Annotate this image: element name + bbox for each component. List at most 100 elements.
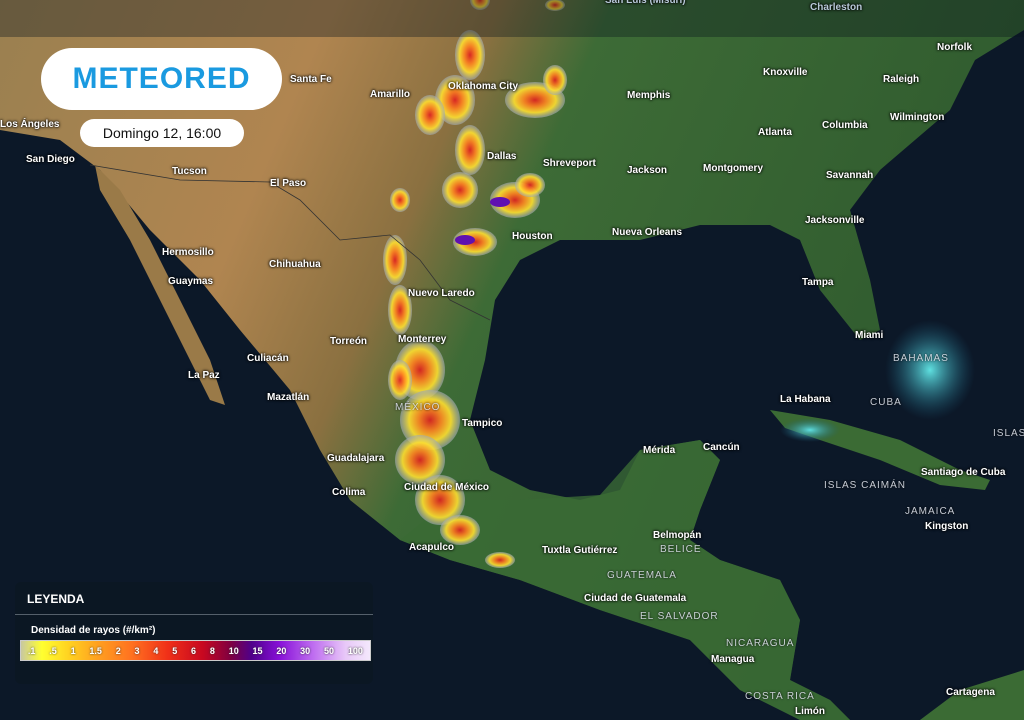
storm-cell [415,475,465,525]
storm-cell [388,360,412,400]
city-label: Culiacán [247,353,289,364]
city-label: Cartagena [946,687,995,698]
legend-scale-tick: 15 [252,645,263,656]
city-label: Cancún [703,442,740,453]
storm-cell [455,125,485,175]
city-label: Hermosillo [162,247,214,258]
legend-subtitle: Densidad de rayos (#/km²) [31,625,156,636]
city-label: Tucson [172,166,207,177]
storm-cell [415,95,445,135]
legend-scale-tick: 6 [191,645,197,656]
city-label: Tampa [802,277,834,288]
country-label: BAHAMAS [893,353,949,364]
legend-scale-tick: 20 [276,645,287,656]
bahamas-banks [885,320,975,420]
legend-scale-tick: 1.5 [89,645,102,656]
storm-cell [390,188,410,212]
storm-core [490,197,510,207]
lightning-density-overlay [383,0,567,568]
city-label: Columbia [822,120,868,131]
storm-cell [543,65,567,95]
legend-scale-tick: .1 [27,645,36,656]
city-label: Charleston [810,2,863,13]
us-mexico-border [89,164,491,321]
city-label: Houston [512,231,553,242]
legend-scale-tick: 3 [134,645,140,656]
legend-panel: LEYENDA Densidad de rayos (#/km²) .1 .5 1 1… [15,582,373,684]
city-label: Limón [795,706,825,717]
city-label: Tuxtla Gutiérrez [542,545,618,556]
country-label: BELICE [660,544,702,555]
timestamp-badge: Domingo 12, 16:00 [80,119,244,147]
city-label: Ciudad de Guatemala [584,593,687,604]
country-label: MÉXICO [395,402,441,413]
legend-scale-tick: 50 [324,645,335,656]
city-label: Santa Fe [290,74,332,85]
city-label: El Paso [270,178,307,189]
city-label: Norfolk [937,42,972,53]
city-label: Memphis [627,90,671,101]
city-label: Dallas [487,151,517,162]
city-label: Oklahoma City [448,81,519,92]
city-label: Knoxville [763,67,808,78]
legend-scale-tick: .5 [49,645,57,656]
city-label: Wilmington [890,112,945,123]
city-label: Montgomery [703,163,763,174]
storm-cell [395,435,445,485]
timestamp-text: Domingo 12, 16:00 [102,125,222,141]
city-label: Belmopán [653,530,702,541]
city-label: Guadalajara [327,453,385,464]
city-label: Ciudad de México [404,482,490,493]
storm-cell [470,0,490,10]
city-label: La Habana [780,394,831,405]
legend-scale-tick: 1 [70,645,76,656]
land-baja-california [95,165,225,405]
legend-scale-tick: 2 [115,645,121,656]
city-label: Monterrey [398,334,447,345]
legend-divider [15,614,373,615]
city-label: Torreón [330,336,368,347]
city-label: San Luis (Misuri) [605,0,686,6]
top-dim-bar [0,0,1024,37]
legend-scale-tick: 5 [172,645,178,656]
legend-color-scale: .1 .5 1 1.5 2 3 4 5 6 8 10 15 20 30 50 100 [20,640,371,661]
land-southern-mexico-green [400,440,850,720]
city-label: Nuevo Laredo [408,288,475,299]
city-label: Kingston [925,521,969,532]
city-label: Jacksonville [805,215,865,226]
country-label: ISLAS CAIMÁN [824,480,907,491]
city-label: Miami [855,330,884,341]
city-label: Guaymas [168,276,214,287]
city-label: Chihuahua [269,259,321,270]
land-south-america [920,670,1024,720]
legend-scale-tick: 30 [300,645,311,656]
storm-cell [383,235,407,285]
city-label: Raleigh [883,74,920,85]
city-label: Shreveport [543,158,596,169]
city-label: Atlanta [758,127,792,138]
reef [780,418,840,442]
city-label: San Diego [26,154,75,165]
city-label: Mazatlán [267,392,310,403]
storm-core [455,235,475,245]
country-label: COSTA RICA [745,691,815,702]
city-label: Acapulco [409,542,455,553]
city-label: Managua [711,654,755,665]
country-label: ISLAS [993,428,1024,439]
storm-cell [435,75,475,125]
storm-cell [453,228,497,256]
city-label: Los Ángeles [0,119,60,130]
meteored-logo[interactable]: METEORED [41,48,282,110]
country-label: GUATEMALA [607,570,677,581]
storm-cell [440,515,480,545]
storm-cell [388,285,412,335]
city-label: Tampico [462,418,503,429]
country-label: NICARAGUA [726,638,795,649]
storm-cell [455,30,485,80]
storm-cell [485,552,515,568]
legend-scale-tick: 100 [347,645,363,656]
city-label: Nueva Orleans [612,227,683,238]
country-label: EL SALVADOR [640,611,719,622]
logo-text: METEORED [72,62,251,95]
